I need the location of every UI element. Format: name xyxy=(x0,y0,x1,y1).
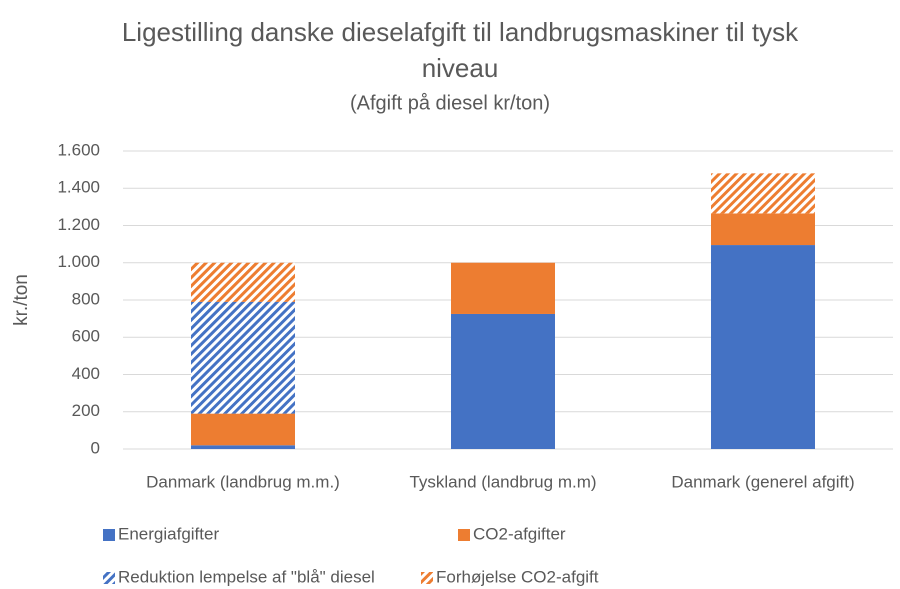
bar-segment xyxy=(711,173,815,214)
y-tick-label: 1.600 xyxy=(57,140,100,159)
legend-label: Energiafgifter xyxy=(118,524,219,543)
y-tick-label: 1.200 xyxy=(57,215,100,234)
y-tick-label: 1.000 xyxy=(57,252,100,271)
bar-segment xyxy=(191,301,295,414)
legend-swatch xyxy=(103,529,115,541)
legend-label: Reduktion lempelse af "blå" diesel xyxy=(118,567,375,586)
y-tick-label: 600 xyxy=(72,327,100,346)
y-axis-label: kr./ton xyxy=(11,274,32,326)
x-tick-label: Danmark (generel afgift) xyxy=(671,472,854,491)
legend-label: Forhøjelse CO2-afgift xyxy=(436,567,599,586)
y-tick-label: 400 xyxy=(72,364,100,383)
y-tick-label: 800 xyxy=(72,289,100,308)
y-tick-label: 0 xyxy=(91,438,100,457)
bar-segment xyxy=(711,245,815,449)
bar-segment xyxy=(191,445,295,449)
y-tick-label: 1.400 xyxy=(57,178,100,197)
bar-segment xyxy=(191,413,295,446)
bar-segment xyxy=(451,262,555,314)
legend-swatch xyxy=(103,572,115,584)
x-tick-label: Tyskland (landbrug m.m) xyxy=(409,472,596,491)
legend-swatch xyxy=(421,572,433,584)
bar-segment xyxy=(711,213,815,246)
legend-label: CO2-afgifter xyxy=(473,524,566,543)
legend-swatch xyxy=(458,529,470,541)
chart-title: Ligestilling danske dieselafgift til lan… xyxy=(121,17,799,83)
x-tick-label: Danmark (landbrug m.m.) xyxy=(146,472,340,491)
chart-subtitle: (Afgift på diesel kr/ton) xyxy=(350,92,550,114)
bar-segment xyxy=(191,262,295,302)
y-tick-label: 200 xyxy=(72,401,100,420)
bar-segment xyxy=(451,313,555,449)
